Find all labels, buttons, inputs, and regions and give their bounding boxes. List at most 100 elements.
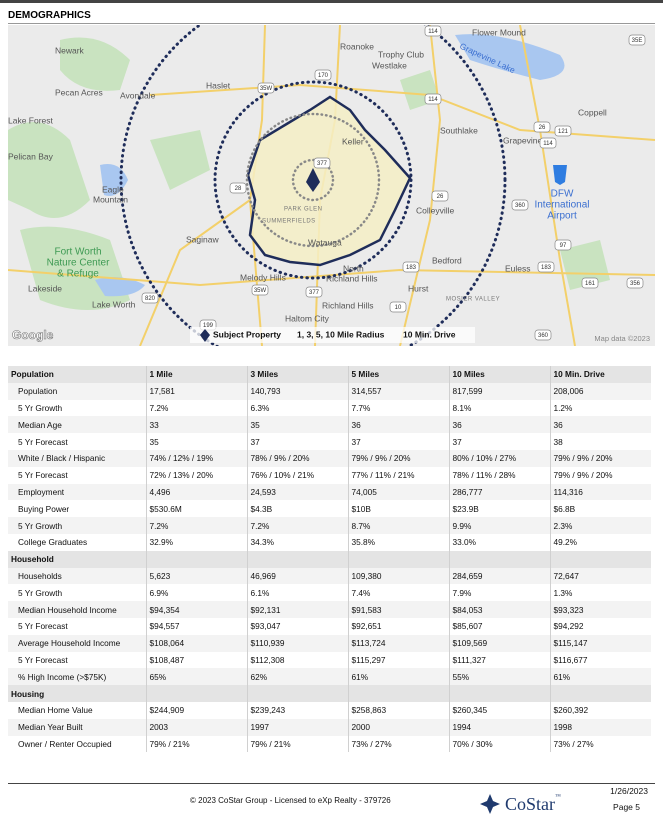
table-row: Median Age 33 35 36 36 36: [8, 416, 651, 434]
table-cell: 7.9%: [448, 584, 550, 602]
table-cell: 35: [145, 433, 247, 450]
table-cell: 1.3%: [549, 584, 651, 602]
table-cell: 37: [448, 433, 550, 450]
table-row: Average Household Income $108,064 $110,939…: [8, 634, 651, 652]
table-cell: $94,292: [549, 617, 651, 635]
table-cell: $239,243: [246, 701, 348, 719]
shield-label: 820: [145, 296, 156, 302]
table-cell: $23.9B: [448, 500, 550, 518]
shield: [424, 25, 442, 37]
table-row: 5 Yr Forecast 35 37 37 37 38: [8, 433, 651, 450]
place: Colleyville: [416, 205, 455, 215]
table-cell: 5,623: [145, 567, 247, 585]
logo-tm: ™: [555, 794, 561, 800]
table-cell: $91,583: [347, 601, 449, 618]
table-cell: 33: [145, 416, 247, 434]
table-cell: 36: [549, 416, 651, 434]
drive-time-area: [246, 95, 412, 267]
footer-rule: [8, 783, 655, 784]
table-row: Buying Power $530.6M $4.3B $10B $23.9B $6.8B: [8, 500, 651, 518]
table-cell: Median Year Built: [8, 718, 146, 736]
table-cell: 5 Yr Growth: [18, 587, 63, 598]
table-cell: % High Income (>$75K): [8, 668, 146, 686]
table-cell: 8.7%: [347, 517, 449, 534]
legend-item: 10 Min. Drive: [403, 329, 456, 339]
place: Eagle: [102, 184, 124, 194]
place: Lakeside: [28, 283, 62, 293]
table-cell: 80% / 10% / 27%: [448, 449, 550, 467]
table-cell: Households: [8, 567, 146, 585]
table-cell: $115,147: [549, 634, 651, 652]
place: DFW: [551, 189, 574, 200]
place: Coppell: [578, 107, 607, 117]
table-cell: 34.3%: [246, 533, 348, 551]
table-cell: [246, 685, 348, 702]
table-cell: 4,496: [145, 483, 247, 501]
table-cell: 284,659: [448, 567, 550, 585]
title-rule: [8, 23, 655, 24]
table-cell: $110,939: [246, 634, 348, 652]
table-cell: $4.3B: [246, 500, 348, 518]
place: Westlake: [372, 60, 407, 70]
shield-label: 114: [428, 29, 438, 35]
radius-rings: [119, 25, 507, 346]
shield-label: 377: [309, 290, 320, 296]
airport-icon: [553, 165, 567, 185]
table-wrap: Population 1 Mile 3 Miles 5 Miles 10 Miles 10…: [8, 366, 651, 753]
table-cell: 208,006: [549, 382, 651, 400]
map: Newark Pecan Acres Avondale Haslet Roano…: [8, 25, 655, 346]
legend-box: [190, 327, 475, 343]
place: SUMMERFIELDS: [262, 219, 316, 225]
table-cell: $85,607: [448, 617, 550, 635]
table-cell: 74,005: [347, 483, 449, 501]
table-cell: [145, 685, 247, 702]
shield: [389, 301, 407, 313]
table-cell: $111,327: [448, 651, 550, 669]
shield: [313, 157, 331, 169]
table-cell: 79% / 9% / 20%: [549, 449, 651, 467]
table-cell: 140,793: [246, 382, 348, 400]
table-cell: $93,323: [549, 601, 651, 618]
table-cell: 55%: [448, 668, 550, 686]
table-cell: 78% / 11% / 28%: [448, 466, 550, 484]
table-cell: [549, 685, 651, 702]
table-cell: White / Black / Hispanic: [8, 449, 146, 467]
shield-label: 170: [318, 73, 329, 79]
table-row: Owner / Renter Occupied 79% / 21% 79% / 21…: [8, 735, 651, 753]
table-cell: 7.2%: [246, 517, 348, 534]
table-cell: $244,909: [145, 701, 247, 719]
table-cell: 5 Miles: [347, 366, 449, 383]
table-cell: 2000: [347, 718, 449, 736]
table-row: Median Year Built 2003 1997 2000 1994 1998: [8, 718, 651, 736]
table-row: Households 5,623 46,969 109,380 284,659 72,64…: [8, 567, 651, 585]
shield: [628, 34, 646, 46]
copyright: © 2023 CoStar Group - Licensed to eXp Re…: [190, 796, 391, 805]
shield: [533, 121, 551, 133]
place: Mountain: [93, 194, 128, 204]
place: MOSIER VALLEY: [446, 297, 500, 303]
shield-label: 114: [543, 141, 553, 147]
table-cell: 79% / 21%: [145, 735, 247, 753]
table-cell: 6.9%: [145, 584, 247, 602]
table-row: White / Black / Hispanic 74% / 12% / 19% 7…: [8, 449, 651, 467]
shield-label: 35E: [632, 38, 643, 44]
table-cell: $92,651: [347, 617, 449, 635]
table-cell: 32.9%: [145, 533, 247, 551]
shield-label: 35W: [254, 288, 267, 294]
table-cell: [145, 550, 247, 568]
table-row: Employment 4,496 24,593 74,005 286,777 114,31…: [8, 483, 651, 501]
place: Roanoke: [340, 41, 374, 51]
table-cell: 10 Min. Drive: [549, 366, 651, 383]
legend-marker: [200, 329, 210, 342]
table-row: College Graduates 32.9% 34.3% 35.8% 33.0% 49.…: [8, 533, 651, 551]
table-cell: 7.7%: [347, 399, 449, 417]
place: Watauga: [308, 237, 342, 247]
table-cell: Median Household Income: [8, 601, 146, 618]
table-cell: 5 Yr Growth: [18, 402, 63, 413]
top-bar: [0, 0, 663, 3]
shield: [229, 182, 247, 194]
shield: [539, 137, 557, 149]
table-cell: $258,863: [347, 701, 449, 719]
shield-label: 356: [630, 281, 641, 287]
